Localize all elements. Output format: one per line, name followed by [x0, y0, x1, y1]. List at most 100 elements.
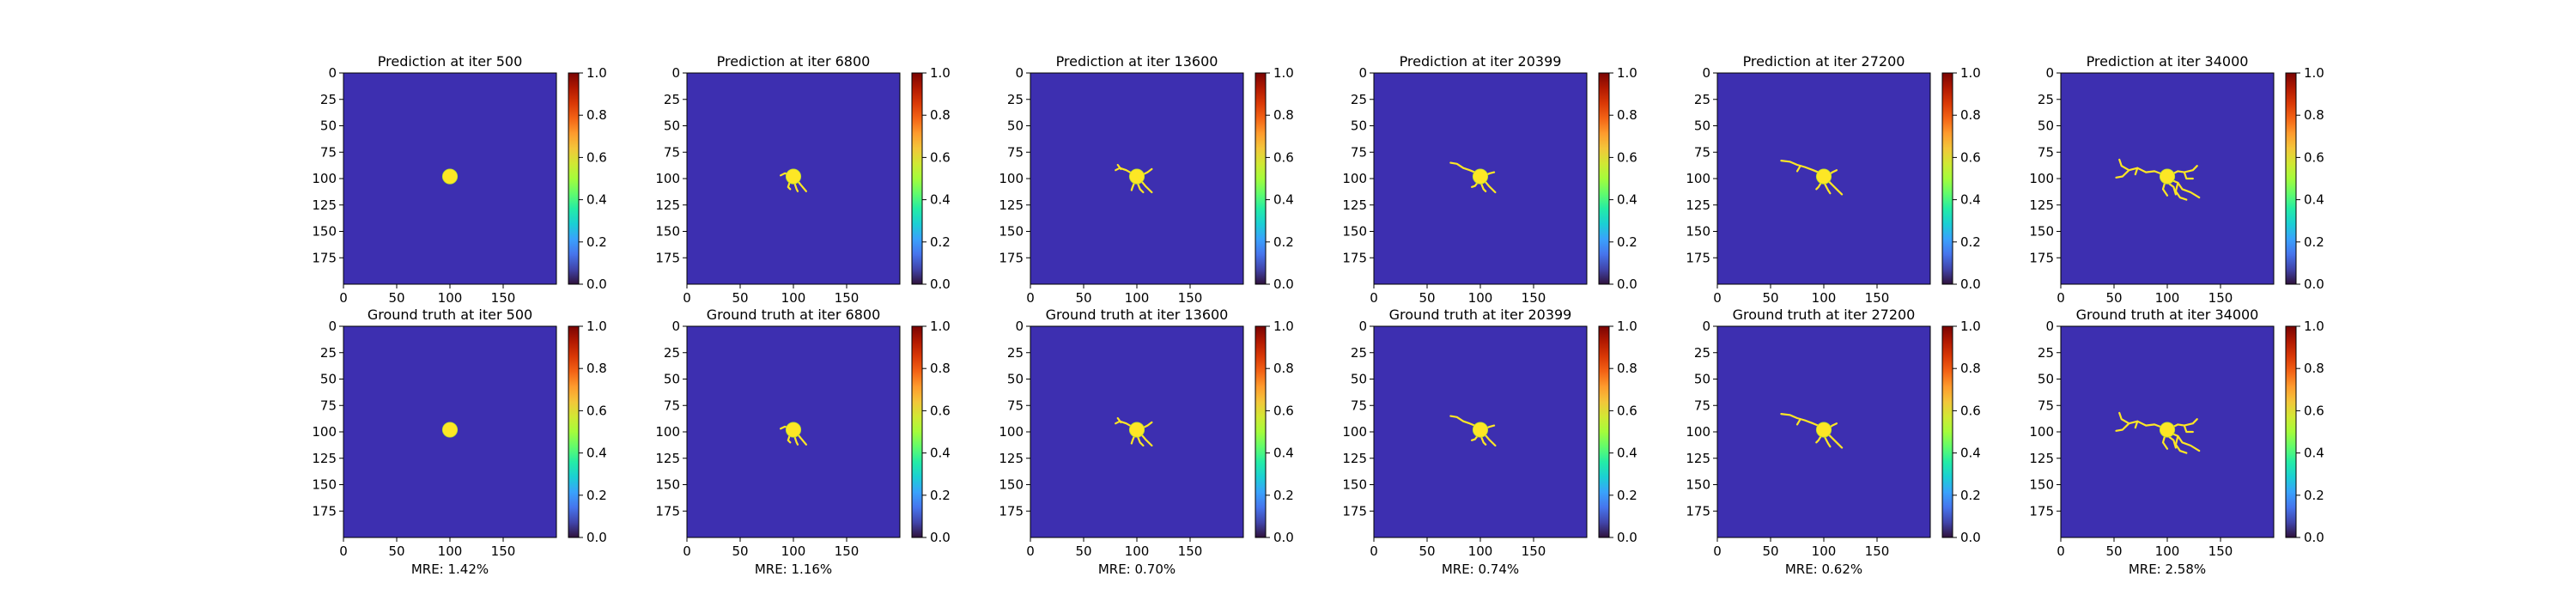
x-tick-label: 150 [2208, 290, 2233, 306]
y-tick-label: 75 [320, 144, 337, 160]
y-tick-label: 150 [999, 224, 1024, 240]
y-tick-label: 125 [312, 197, 337, 213]
colorbar-tick-label: 0.6 [930, 403, 951, 418]
colorbar-tick-label: 0.2 [1617, 234, 1637, 250]
x-tick-label: 0 [2057, 543, 2065, 559]
colorbar-tick-label: 0.4 [1960, 192, 1981, 208]
colorbar-tick-label: 0.0 [930, 276, 951, 292]
y-tick-label: 175 [1342, 250, 1367, 265]
colorbar-tick-label: 0.6 [1617, 403, 1637, 418]
x-tick-label: 100 [1812, 543, 1837, 559]
colorbar-tick-label: 0.4 [930, 446, 951, 461]
y-tick-label: 75 [1007, 398, 1024, 413]
x-tick-label: 0 [339, 290, 348, 306]
y-tick-label: 175 [999, 250, 1024, 265]
colorbar-tick-label: 0.6 [2304, 149, 2324, 165]
y-tick-label: 25 [1007, 345, 1024, 361]
subplot-prediction-27200: Prediction at iter 27200 0 50 100 150 0 25 50 75… [1686, 53, 1981, 306]
x-tick-label: 0 [1713, 290, 1722, 306]
colorbar-tick-label: 0.2 [2304, 234, 2324, 250]
subplot-prediction-34000: Prediction at iter 34000 0 50 100 150 0 25 50 75… [2029, 53, 2324, 306]
y-tick-label: 150 [312, 477, 337, 493]
y-tick-label: 100 [312, 171, 337, 186]
x-tick-label: 100 [1468, 290, 1493, 306]
y-tick-label: 150 [1342, 224, 1367, 240]
x-tick-label: 150 [835, 290, 860, 306]
y-tick-label: 150 [312, 224, 337, 240]
y-tick-label: 100 [312, 424, 337, 440]
branch-2 [2134, 167, 2139, 176]
colorbar-tick-label: 0.0 [586, 530, 607, 545]
heatmap-blob [441, 168, 459, 185]
y-tick-label: 0 [1015, 65, 1024, 81]
x-tick-label: 100 [2155, 290, 2180, 306]
x-tick-label: 0 [1026, 290, 1035, 306]
mre-label: MRE: 0.74% [1442, 562, 1519, 577]
x-tick-label: 50 [1762, 290, 1778, 306]
branch-4 [1480, 436, 1487, 446]
y-tick-label: 50 [1351, 372, 1367, 387]
y-tick-label: 100 [655, 424, 680, 440]
x-tick-label: 100 [438, 543, 463, 559]
subplot-title: Ground truth at iter 13600 [1046, 307, 1229, 323]
branch-1 [1116, 163, 1122, 170]
colorbar-tick-label: 0.0 [2304, 530, 2324, 545]
subplot-title: Prediction at iter 13600 [1056, 53, 1218, 70]
mre-label: MRE: 2.58% [2129, 562, 2206, 577]
colorbar-tick-label: 0.2 [1960, 488, 1981, 503]
branch-5 [2169, 179, 2201, 199]
y-tick-label: 100 [999, 424, 1024, 440]
subplot-title: Prediction at iter 6800 [717, 53, 871, 70]
y-tick-label: 0 [671, 319, 680, 334]
subplot-ground_truth-20399: Ground truth at iter 20399 0 50 100 150 0 25 50… [1342, 307, 1637, 577]
y-tick-label: 125 [1686, 451, 1710, 466]
y-tick-label: 100 [655, 171, 680, 186]
colorbar [1598, 72, 1610, 285]
y-tick-label: 150 [1342, 477, 1367, 493]
branch-4 [1480, 183, 1487, 192]
y-tick-label: 75 [1694, 144, 1710, 160]
colorbar-tick-label: 0.8 [586, 361, 607, 376]
colorbar-tick-label: 0.6 [586, 149, 607, 165]
x-tick-label: 50 [1075, 290, 1091, 306]
colorbar-tick-label: 0.0 [1960, 530, 1981, 545]
heatmap-blob [785, 422, 802, 438]
heatmap-blob [1472, 168, 1489, 185]
colorbar-tick-label: 0.6 [1273, 403, 1294, 418]
branch-0 [1115, 420, 1135, 429]
y-tick-label: 75 [2038, 144, 2054, 160]
y-tick-label: 75 [664, 144, 680, 160]
y-tick-label: 25 [1351, 92, 1367, 107]
branch-1 [2115, 169, 2130, 179]
y-tick-label: 50 [1007, 118, 1024, 134]
y-tick-label: 175 [655, 250, 680, 265]
colorbar-tick-label: 0.8 [1273, 107, 1294, 123]
y-tick-label: 175 [2029, 503, 2054, 519]
heatmap-branches [2115, 411, 2201, 454]
x-tick-label: 0 [1370, 543, 1378, 559]
y-tick-label: 25 [320, 345, 337, 361]
branch-5 [1824, 436, 1832, 448]
colorbar-tick-label: 0.6 [1960, 403, 1981, 418]
subplot-ground_truth-27200: Ground truth at iter 27200 0 50 100 150 0 25 50… [1686, 307, 1981, 577]
x-tick-label: 50 [2105, 290, 2122, 306]
y-tick-label: 100 [1342, 424, 1367, 440]
colorbar-tick-label: 1.0 [1273, 319, 1294, 334]
y-tick-label: 25 [2038, 92, 2054, 107]
colorbar-tick-label: 0.6 [2304, 403, 2324, 418]
y-tick-label: 25 [1694, 92, 1710, 107]
colorbar-tick-label: 0.2 [1273, 488, 1294, 503]
colorbar-tick-label: 0.4 [1273, 192, 1294, 208]
branch-6 [2161, 180, 2169, 197]
y-tick-label: 150 [655, 477, 680, 493]
branch-0 [1449, 161, 1479, 174]
branch-2 [2134, 420, 2139, 429]
y-tick-label: 125 [2029, 197, 2054, 213]
colorbar-tick-label: 1.0 [1617, 65, 1637, 81]
colorbar-tick-label: 0.4 [1273, 446, 1294, 461]
y-tick-label: 150 [999, 477, 1024, 493]
y-tick-label: 150 [655, 224, 680, 240]
x-tick-label: 100 [438, 290, 463, 306]
y-tick-label: 0 [328, 319, 337, 334]
x-tick-label: 50 [388, 543, 404, 559]
